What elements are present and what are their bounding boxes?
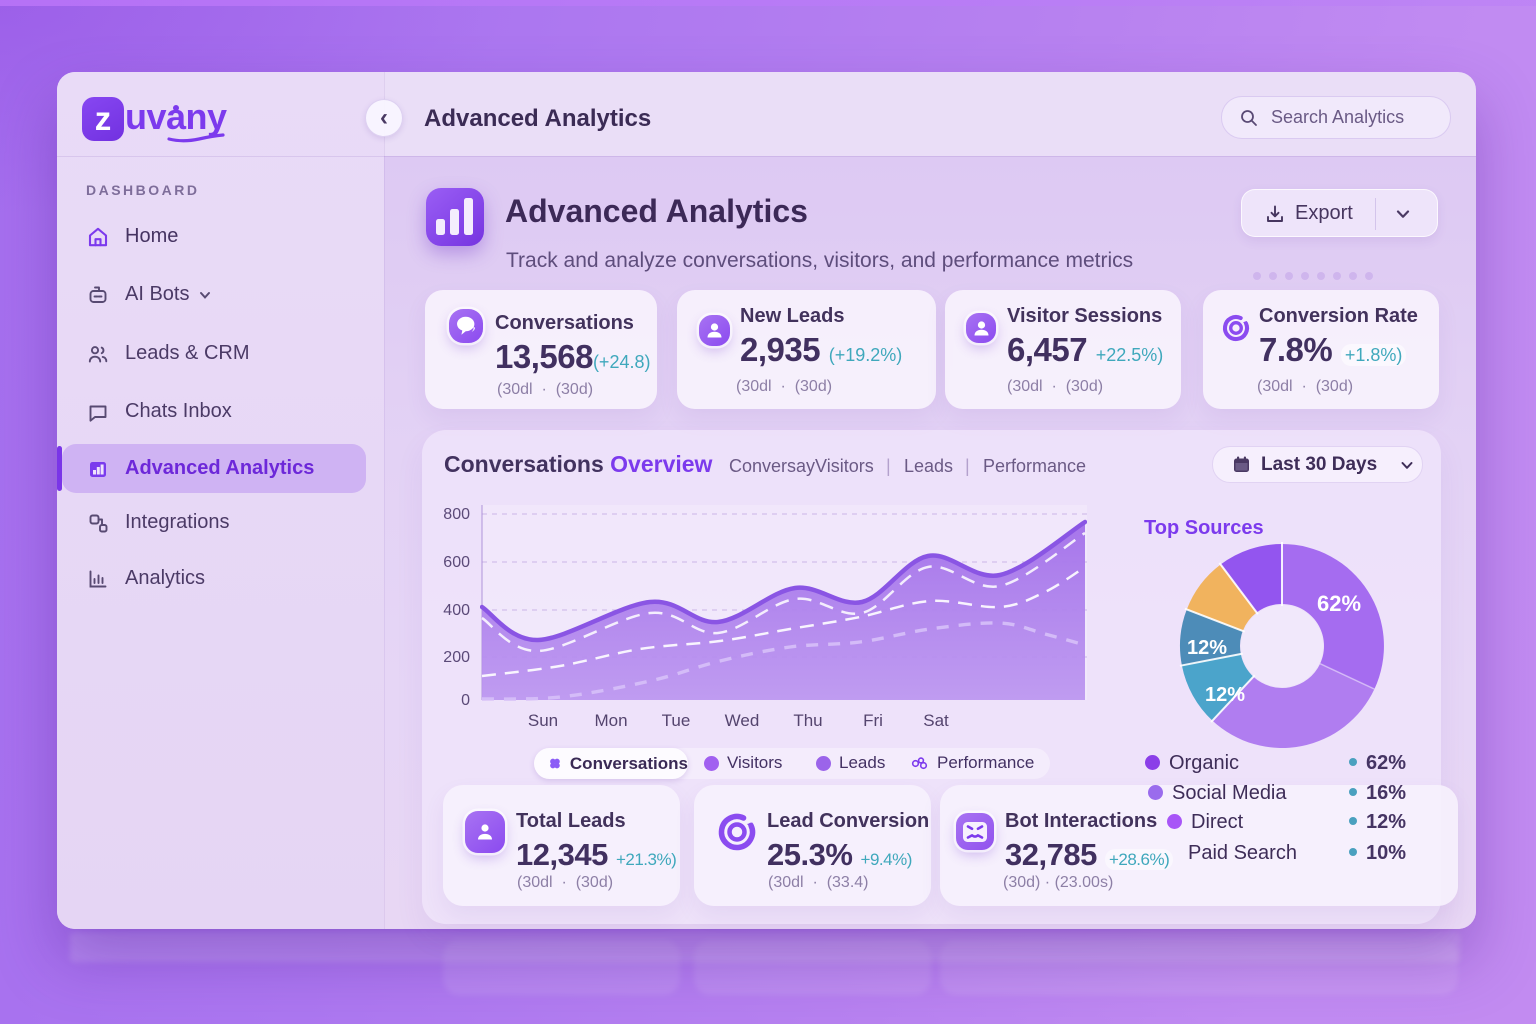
- svg-text:12%: 12%: [1187, 637, 1227, 659]
- svg-text:12%: 12%: [1205, 684, 1245, 706]
- svg-text:62%: 62%: [1317, 591, 1361, 616]
